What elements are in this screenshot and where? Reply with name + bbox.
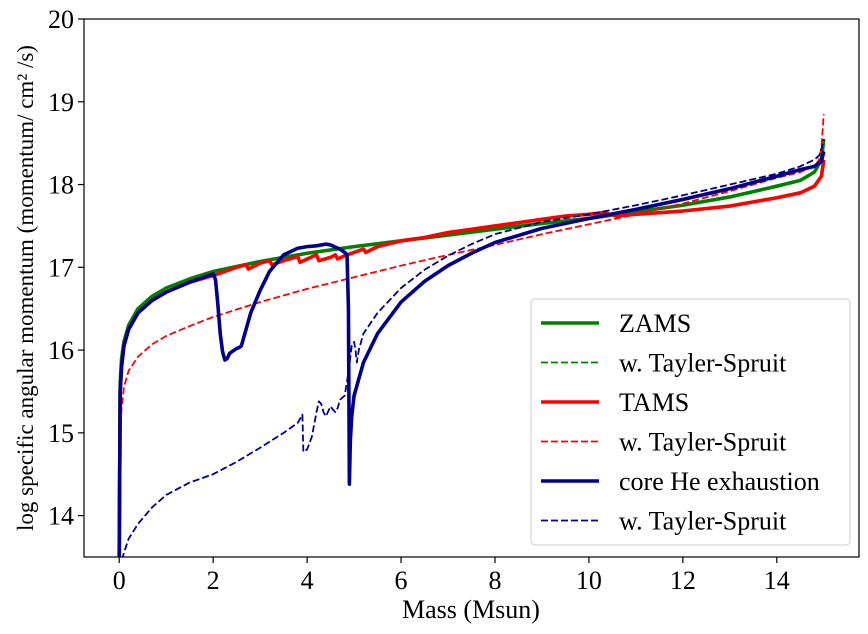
x-tick-label: 12 [670,566,696,595]
x-tick-label: 0 [113,566,126,595]
series-line-4-core-he-exhaustion [117,151,826,557]
x-axis: 0 2 4 6 8 10 12 14 [113,557,790,595]
y-tick-label: 17 [48,253,74,282]
series-line-5-w-tayler-spruit [121,138,825,557]
legend-label-0: ZAMS [619,309,691,338]
plot-frame [83,18,860,558]
series-line-3-w-tayler-spruit [118,114,825,475]
x-tick-label: 10 [576,566,602,595]
y-tick-label: 16 [48,336,74,365]
legend-box [530,298,851,546]
legend-label-4: core He exhaustion [619,467,820,496]
series-line-0-zams [117,138,826,557]
x-tick-label: 14 [764,566,790,595]
y-axis-label: log specific angular momentum (momentum/… [13,45,38,531]
x-tick-label: 2 [207,566,220,595]
legend: ZAMS w. Tayler-Spruit TAMS w. Tayler-Spruit… [530,298,851,546]
y-tick-label: 18 [48,171,74,200]
y-tick-label: 20 [48,5,74,34]
x-tick-label: 8 [488,566,501,595]
legend-label-3: w. Tayler-Spruit [619,428,787,457]
x-axis-label: Mass (Msun) [402,595,540,624]
y-tick-label: 15 [48,419,74,448]
x-tick-label: 6 [395,566,408,595]
series-layer [117,114,826,557]
legend-label-5: w. Tayler-Spruit [619,507,787,536]
y-tick-label: 14 [48,502,74,531]
y-tick-label: 19 [48,88,74,117]
x-tick-label: 4 [301,566,314,595]
legend-label-1: w. Tayler-Spruit [619,349,787,378]
legend-label-2: TAMS [619,388,689,417]
y-axis: 14 15 16 17 18 19 20 [48,5,84,531]
